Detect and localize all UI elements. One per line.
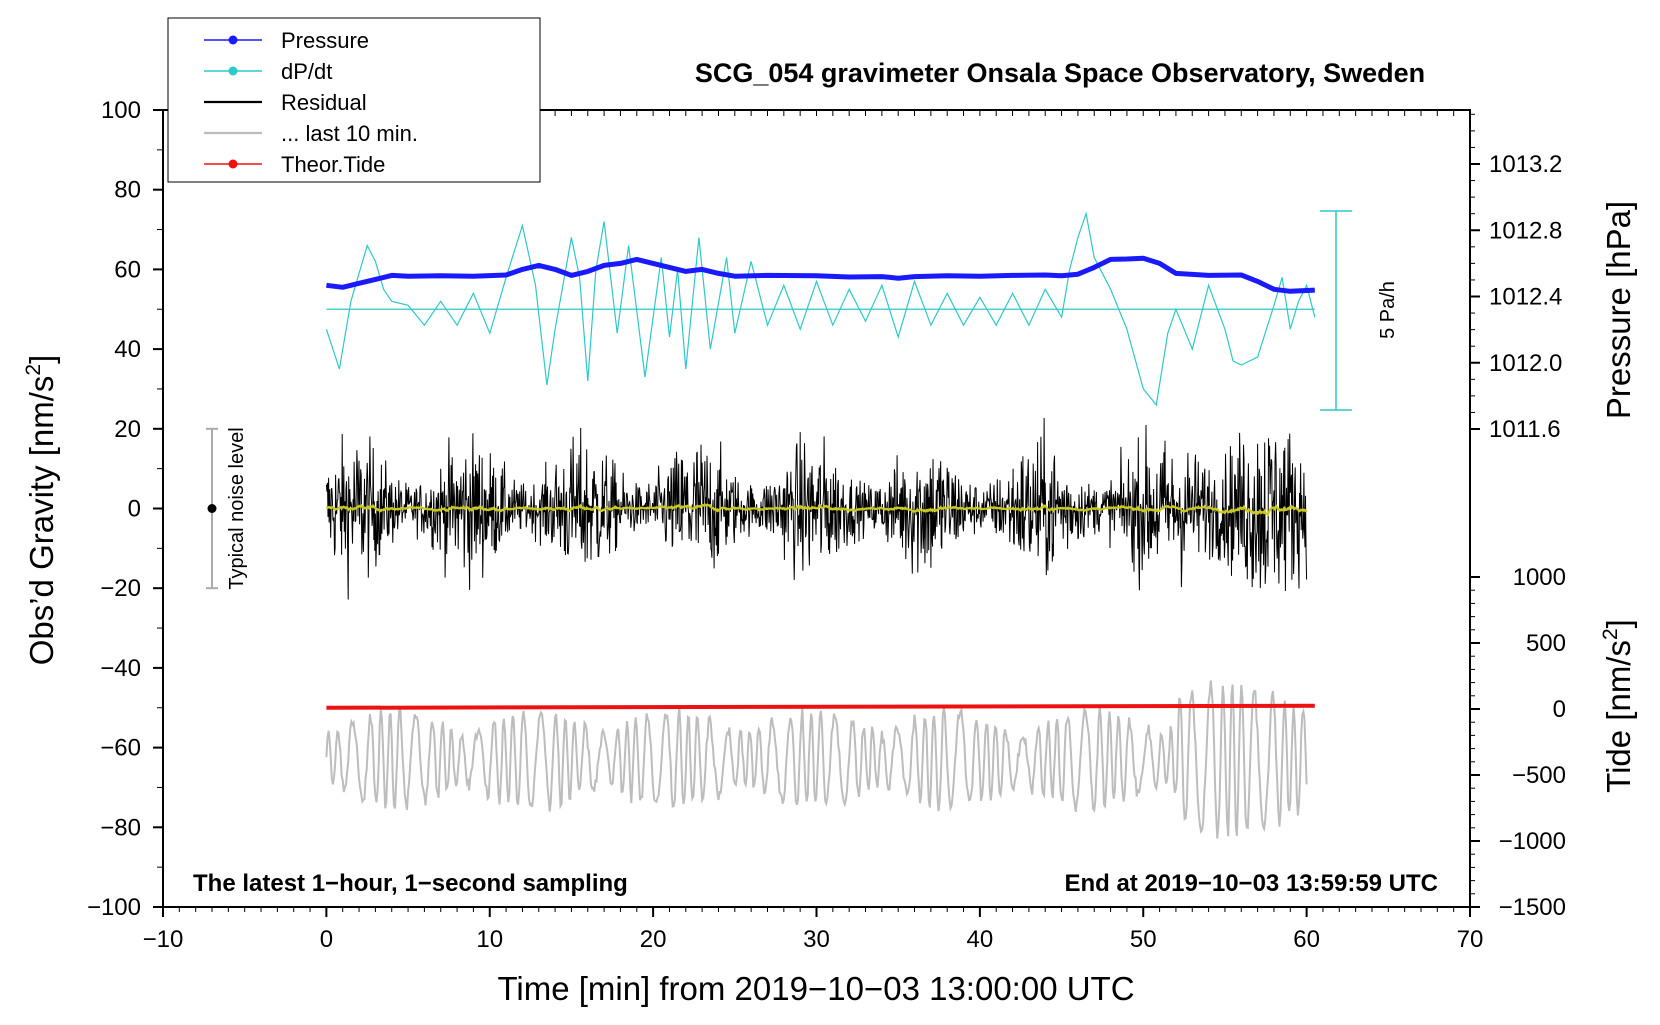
x-tick-label: 30	[803, 926, 830, 953]
legend-label: Theor.Tide	[281, 152, 385, 177]
pressure-tick-label: 1012.0	[1489, 350, 1562, 377]
scale-bar-label: 5 Pa/h	[1377, 281, 1399, 339]
y-tick-label: −40	[100, 655, 141, 682]
y-tick-label: 60	[114, 256, 141, 283]
y-axis-title-superscript: 2	[22, 364, 45, 376]
y-axis: −100 −80 −60 −40 −20 0 20 40 60 80 100	[87, 97, 163, 921]
pressure-tick-label: 1011.6	[1489, 416, 1561, 443]
x-axis: −10 0 10 20 30 40 50 60 70	[143, 907, 1484, 953]
legend-items: Pressure dP/dt Residual ... last 10 min. The…	[204, 28, 418, 177]
dpdt-scale-bar: 5 Pa/h	[1320, 210, 1399, 411]
last-10-min-series	[325, 680, 1308, 839]
tide-tick-label: 0	[1553, 696, 1566, 723]
x-tick-label: 0	[320, 926, 333, 953]
pressure-axis: 1011.6 1012.0 1012.4 1012.8 1013.2	[1470, 113, 1562, 443]
noise-level-label: Typical noise level	[226, 427, 248, 589]
tide-axis-title: Tide [nm/s2]	[1599, 619, 1637, 793]
x-tick-label: 70	[1457, 926, 1484, 953]
dpdt-series	[325, 211, 1316, 407]
legend-marker	[228, 159, 238, 169]
x-tick-label: 10	[476, 926, 503, 953]
annotation-left-bottom: The latest 1−hour, 1−second sampling	[193, 870, 628, 897]
y-tick-label: −60	[100, 735, 141, 762]
y-tick-label: 80	[114, 177, 141, 204]
legend-marker	[228, 35, 238, 45]
pressure-tick-label: 1012.4	[1489, 284, 1562, 311]
x-tick-label: 40	[967, 926, 994, 953]
annotation-right-bottom: End at 2019−10−03 13:59:59 UTC	[1064, 870, 1438, 897]
y-axis-title: Obs’d Gravity [nm/s2]	[22, 355, 60, 666]
legend-marker	[228, 66, 238, 76]
residual-series	[325, 417, 1308, 600]
legend-label: Residual	[281, 90, 367, 115]
tide-tick-label: −1500	[1499, 894, 1566, 921]
chart-title: SCG_054 gravimeter Onsala Space Observat…	[695, 58, 1425, 88]
legend-label: dP/dt	[281, 59, 332, 84]
y-tick-label: 100	[101, 97, 141, 124]
y-tick-label: −100	[87, 894, 141, 921]
x-tick-label: 60	[1293, 926, 1320, 953]
noise-level-bar: Typical noise level	[206, 427, 248, 590]
pressure-series	[326, 255, 1315, 294]
tide-axis: −1500 −1000 −500 0 500 1000	[1470, 564, 1566, 921]
theoretical-tide-series	[326, 703, 1315, 710]
legend-label: Pressure	[281, 28, 369, 53]
noise-bar-center	[207, 504, 217, 513]
x-tick-label: −10	[143, 926, 184, 953]
pressure-tick-label: 1013.2	[1489, 151, 1562, 178]
x-tick-label: 50	[1130, 926, 1157, 953]
tide-tick-label: −1000	[1499, 828, 1566, 855]
pressure-tick-label: 1012.8	[1489, 217, 1562, 244]
y-tick-label: −80	[100, 814, 141, 841]
residual-smoothed-series	[325, 503, 1308, 517]
y-tick-label: 20	[114, 416, 141, 443]
tide-tick-label: 1000	[1513, 564, 1566, 591]
y-tick-label: 40	[114, 336, 141, 363]
tide-tick-label: 500	[1526, 630, 1566, 657]
y-tick-label: −20	[100, 575, 141, 602]
x-axis-title: Time [min] from 2019−10−03 13:00:00 UTC	[497, 970, 1134, 1007]
tide-tick-label: −500	[1512, 762, 1566, 789]
legend: Pressure dP/dt Residual ... last 10 min. The…	[167, 17, 541, 183]
tide-axis-title-superscript: 2	[1599, 628, 1622, 640]
legend-label: ... last 10 min.	[281, 121, 418, 146]
series-layer	[325, 211, 1316, 839]
legend-box	[167, 17, 541, 183]
x-tick-label: 20	[640, 926, 667, 953]
y-tick-label: 0	[128, 496, 141, 523]
pressure-axis-title: Pressure [hPa]	[1600, 201, 1637, 419]
